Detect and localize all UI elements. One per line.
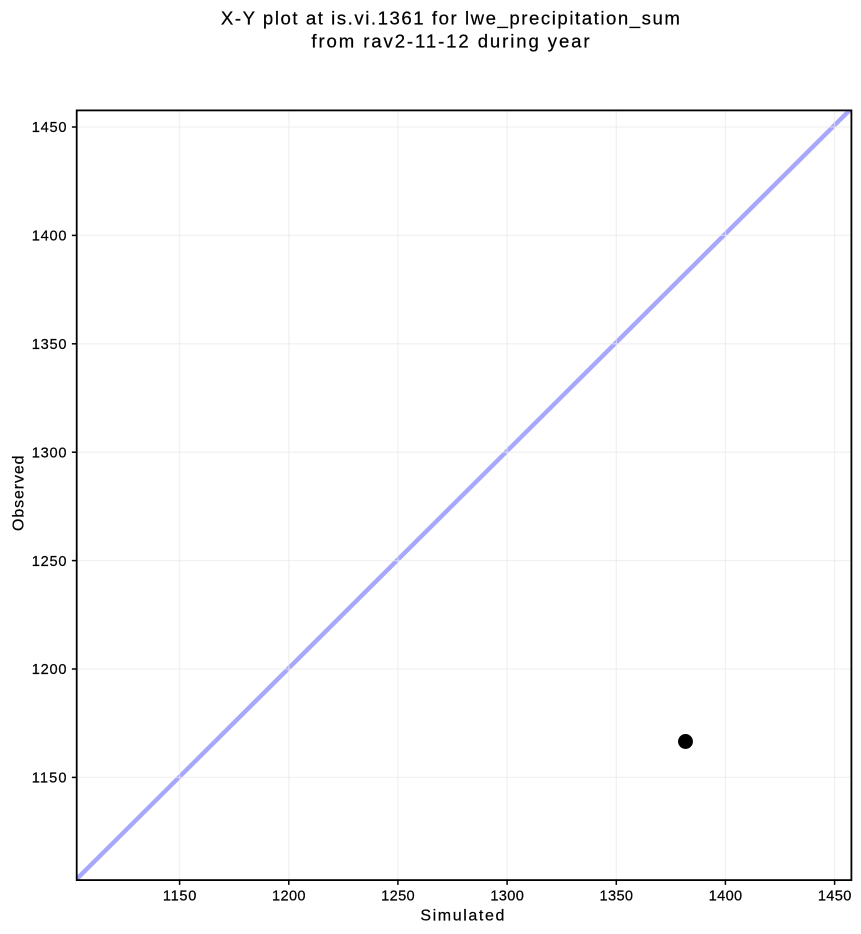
svg-text:1150: 1150	[32, 771, 67, 787]
svg-text:1450: 1450	[818, 889, 852, 905]
svg-text:1400: 1400	[709, 889, 743, 905]
svg-text:1350: 1350	[600, 889, 634, 905]
svg-text:Observed: Observed	[10, 455, 27, 531]
svg-text:Simulated: Simulated	[420, 908, 504, 925]
svg-text:1350: 1350	[32, 337, 67, 353]
svg-text:1150: 1150	[163, 889, 197, 905]
svg-text:1450: 1450	[32, 120, 67, 136]
svg-text:1250: 1250	[381, 889, 415, 905]
svg-text:1400: 1400	[32, 229, 67, 245]
svg-text:1300: 1300	[490, 889, 523, 905]
svg-text:1250: 1250	[32, 554, 67, 570]
svg-text:X-Y plot at is.vi.1361 for lwe: X-Y plot at is.vi.1361 for lwe_precipita…	[221, 7, 680, 29]
svg-text:1200: 1200	[32, 662, 67, 678]
svg-text:1300: 1300	[32, 445, 67, 461]
svg-text:1200: 1200	[272, 889, 306, 905]
svg-text:from rav2-11-12 during year: from rav2-11-12 during year	[311, 31, 589, 52]
